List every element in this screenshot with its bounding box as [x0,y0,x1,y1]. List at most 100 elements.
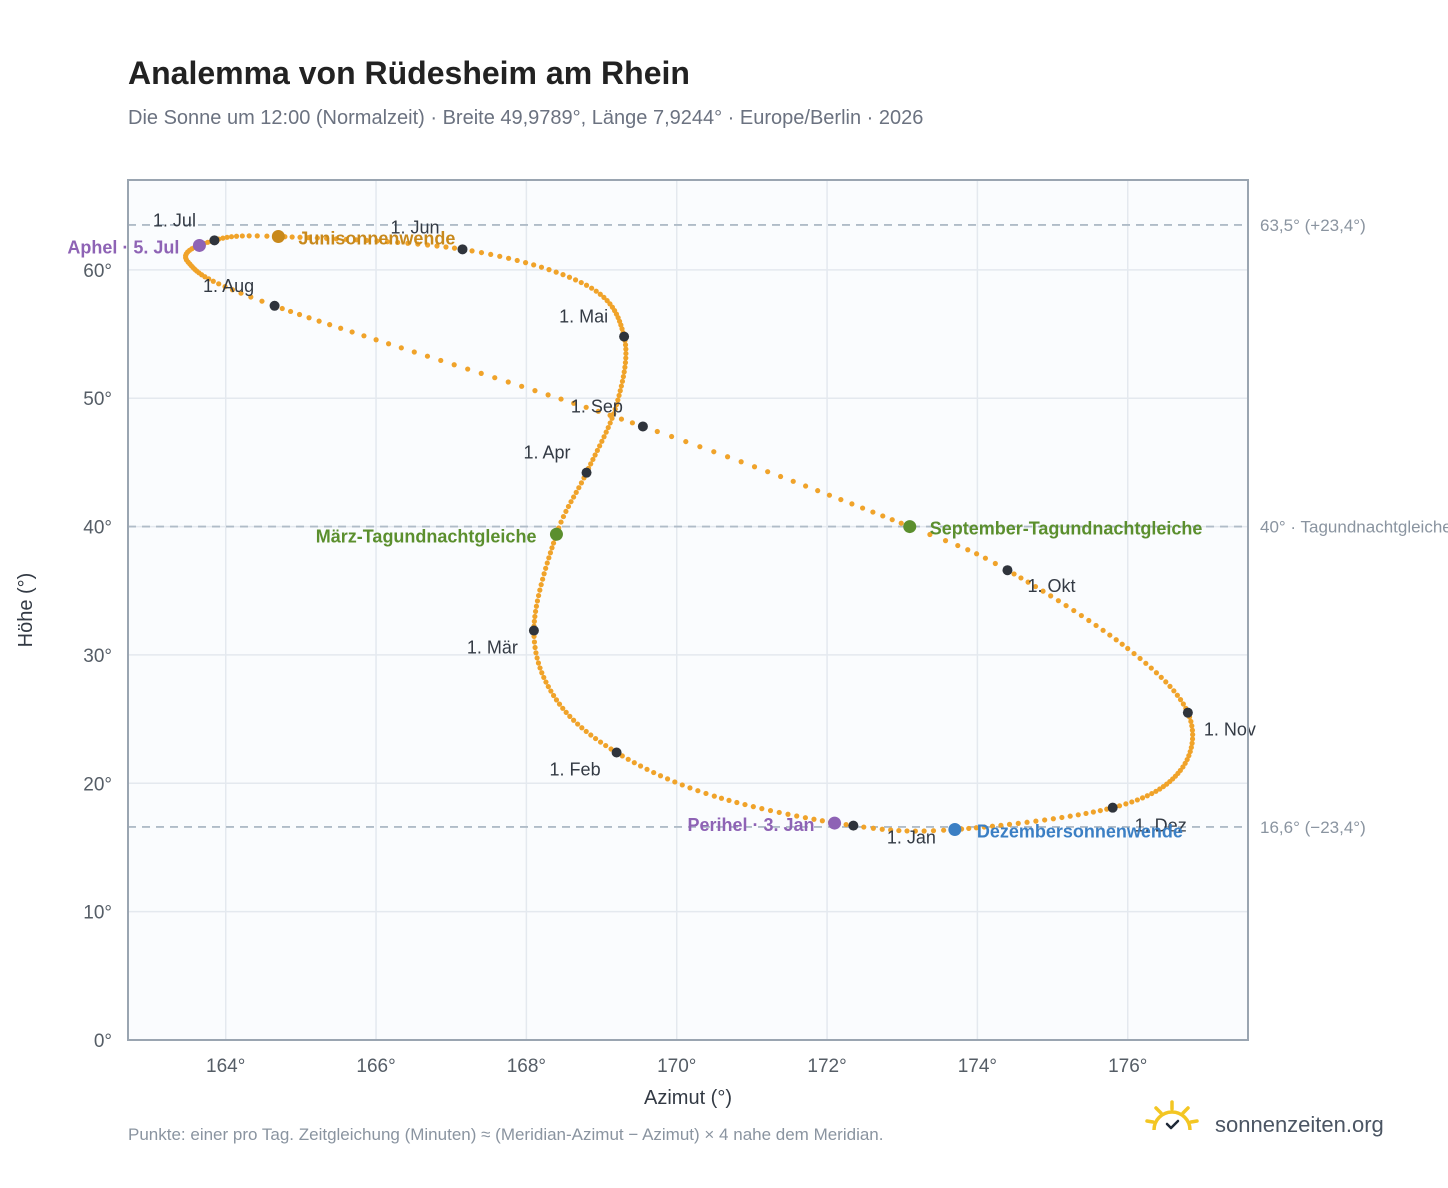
daily-point [973,551,980,557]
daily-point [537,665,543,671]
y-tick-label: 40° [83,518,112,539]
daily-point [930,828,937,834]
daily-point [544,560,550,566]
daily-point [618,383,624,389]
daily-point [1063,602,1069,609]
daily-point [547,550,554,556]
daily-point [451,362,457,368]
daily-point [594,447,600,454]
daily-point [546,267,552,273]
month-marker [1002,565,1013,576]
daily-point [533,650,539,656]
daily-point [1048,593,1054,599]
daily-point [224,234,230,240]
daily-point [1174,692,1180,698]
daily-point [571,717,577,723]
daily-point [1033,818,1039,824]
daily-point [538,264,545,270]
daily-point [1189,727,1196,733]
daily-point [550,692,557,699]
daily-point [576,485,582,491]
daily-point [583,404,589,410]
daily-point [621,369,627,375]
daily-point [572,277,579,283]
daily-point [921,828,927,834]
daily-point [533,603,540,609]
daily-point [726,797,732,803]
daily-point [216,281,222,287]
daily-point [563,508,569,515]
month-marker [637,421,648,432]
daily-point [695,788,701,794]
daily-point [324,235,330,241]
daily-point [1157,786,1163,792]
daily-point [543,679,549,685]
daily-point [338,325,344,331]
daily-point [826,492,833,498]
daily-point [644,766,650,772]
daily-point [617,388,623,394]
daily-point [623,355,629,361]
month-marker [1107,802,1118,813]
daily-point [541,674,547,681]
daily-point [776,809,782,816]
daily-point [546,555,552,561]
daily-point [571,494,577,500]
sun-check-icon [1145,1100,1199,1131]
daily-point [1163,679,1169,685]
daily-point [578,480,585,486]
daily-point [843,821,849,828]
daily-point [1177,697,1184,703]
daily-point [531,639,538,645]
daily-point [1190,732,1196,738]
daily-point [612,406,618,412]
daily-point [861,824,867,830]
daily-point [1097,807,1103,814]
month-marker [528,625,539,636]
event-markers: Junisonnenwende März-Tagundnachtgleiche Se… [67,228,1202,841]
daily-point [1067,813,1073,819]
daily-point [566,274,573,280]
daily-point [1153,670,1160,676]
daily-point [870,509,876,515]
daily-point [637,763,644,769]
daily-point [229,287,236,293]
x-tick-label: 168° [507,1056,546,1077]
daily-point [802,815,808,821]
daily-point [1131,650,1137,657]
daily-point [538,582,544,588]
month-marker [611,747,622,758]
month-label: 1. Nov [1204,720,1256,740]
daily-point [599,438,605,444]
daily-point [615,397,621,403]
daily-point [395,239,401,246]
daily-point [811,816,817,822]
month-marker [1182,707,1193,718]
daily-point [553,697,560,703]
daily-point [1189,736,1196,742]
daily-point [553,269,559,275]
daily-point [718,795,725,801]
daily-point [415,241,421,247]
daily-point [549,545,555,551]
daily-point [982,555,989,561]
daily-point [469,248,475,254]
daily-point [1050,816,1056,822]
daily-point [568,499,574,505]
daily-point [575,721,581,727]
daily-point [623,346,629,352]
monthly-markers: 1. Jan 1. Feb 1. Mär 1. Apr 1. Mai 1. Jun 1. J… [153,210,1256,847]
daily-point [738,459,744,465]
daily-point [264,233,270,239]
daily-point [583,728,589,735]
daily-point [1171,688,1177,694]
daily-point [1071,607,1077,614]
daily-point [1116,803,1123,809]
brand-name: sonnenzeiten.org [1215,1112,1384,1137]
daily-point [711,793,717,799]
daily-point [571,400,577,406]
daily-point [233,233,240,239]
month-label: 1. Feb [550,759,601,779]
daily-point [306,315,312,321]
daily-point [888,827,894,833]
